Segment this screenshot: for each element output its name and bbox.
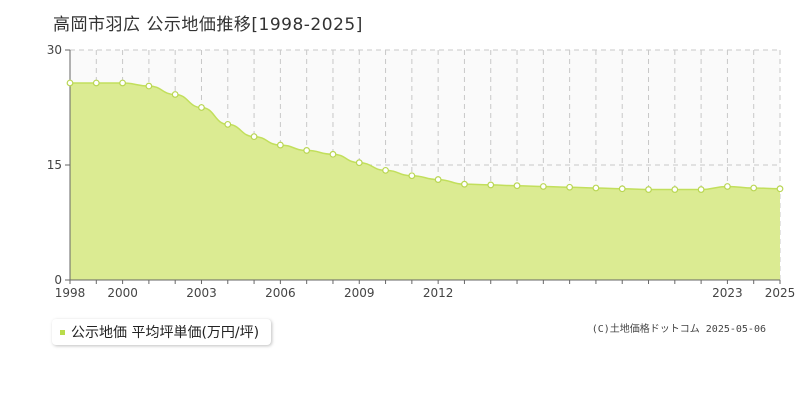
data-point [250,133,258,141]
x-tick-label: 2009 [344,286,375,300]
data-point [697,186,705,193]
data-point [119,79,126,87]
chart-legend: 公示地価 平均坪単価(万円/坪) [52,319,272,345]
data-point [92,79,100,87]
data-point [355,159,363,167]
data-point [329,150,337,158]
x-tick-label: 1998 [55,286,86,300]
y-tick-label: 30 [47,43,62,57]
data-point [303,147,311,154]
data-point [408,172,416,180]
y-tick-label: 15 [47,158,62,172]
x-tick-label: 2012 [423,286,454,300]
x-tick-label: 2006 [265,286,296,300]
x-tick-label: 2003 [186,286,217,300]
data-point [566,183,574,191]
x-tick-label: 2023 [712,286,743,300]
copyright-notice: (C)土地価格ドットコム 2025-05-06 [591,324,766,335]
data-point [224,120,232,128]
series-line [69,82,781,191]
data-point [513,182,521,190]
chart-title: 高岡市羽広 公示地価推移[1998-2025] [53,15,363,35]
data-point [382,166,389,174]
data-point [539,183,547,190]
axes [65,49,781,284]
data-area [69,82,781,280]
data-point [434,176,442,183]
tick-labels: 0 15 30 1998 2000 2003 2006 2009 2012 2023 2025 [47,43,796,300]
legend-marker [60,329,65,335]
data-point [592,184,600,192]
data-point [645,186,652,193]
data-point [776,185,784,193]
data-point [618,185,626,193]
data-point [66,79,74,87]
data-point [171,91,179,98]
x-tick-label: 2025 [765,286,796,300]
data-point [671,186,679,193]
data-point [487,181,495,189]
y-tick-label: 0 [54,273,62,287]
data-point [198,104,205,111]
data-point [276,141,284,149]
legend-label: 公示地価 平均坪単価(万円/坪) [71,325,260,341]
series-area [70,82,780,280]
data-point [750,184,758,192]
data-points [66,79,784,193]
x-tick-label: 2000 [107,286,138,300]
data-point [724,183,731,190]
data-point [461,180,468,188]
data-point [145,82,153,90]
